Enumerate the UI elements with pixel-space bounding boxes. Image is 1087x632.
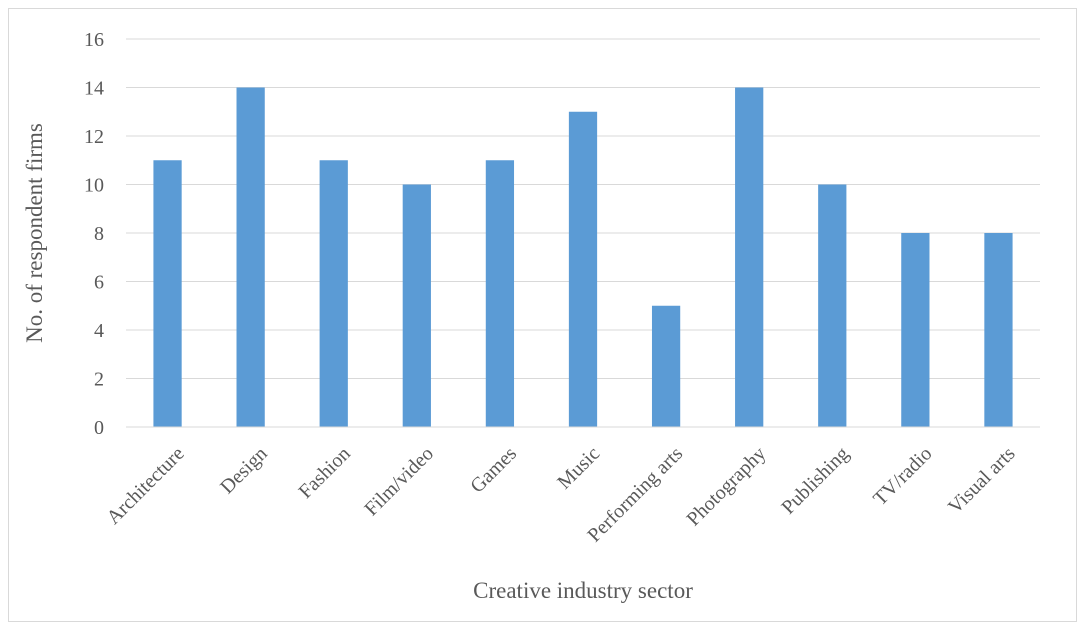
bar-music: [568, 111, 598, 427]
bar-design: [236, 87, 265, 427]
y-tick-label: 2: [94, 369, 104, 391]
bar-architecture: [153, 160, 182, 427]
chart-frame: [8, 8, 1077, 622]
bar-film-video: [402, 184, 431, 427]
x-axis-title: Creative industry sector: [473, 578, 693, 603]
y-tick-label: 4: [94, 320, 104, 342]
x-tick-label: Publishing: [777, 443, 853, 519]
x-tick-label: Music: [553, 443, 604, 494]
y-axis-title: No. of respondent firms: [22, 123, 47, 343]
y-tick-label: 16: [84, 29, 104, 51]
bar-fashion: [319, 160, 348, 427]
bar-performing-arts: [651, 305, 681, 427]
x-tick-label: Visual arts: [944, 442, 1020, 518]
y-tick-label: 8: [94, 223, 104, 245]
x-tick-label: Architecture: [102, 443, 188, 529]
x-tick-label: Games: [466, 442, 521, 497]
x-tick-label: TV/radio: [869, 443, 936, 510]
bars: [153, 87, 1013, 427]
x-axis-ticks: Architecture Design Fashion Film/video Games…: [102, 442, 1019, 546]
bar-games: [485, 160, 515, 427]
x-tick-label: Film/video: [360, 443, 438, 521]
bar-photography: [735, 87, 764, 427]
y-tick-label: 0: [94, 417, 104, 439]
x-tick-label: Design: [216, 443, 272, 499]
y-axis-ticks: 0 2 4 6 8 10 12 14 16: [84, 29, 104, 439]
y-tick-label: 12: [84, 126, 104, 148]
y-tick-label: 10: [84, 175, 104, 197]
x-tick-label: Fashion: [295, 443, 355, 503]
y-tick-label: 14: [84, 78, 104, 100]
y-tick-label: 6: [94, 272, 104, 294]
bar-visual-arts: [984, 233, 1013, 427]
bar-tv-radio: [901, 233, 930, 427]
bar-publishing: [818, 184, 847, 427]
x-tick-label: Photography: [682, 443, 770, 531]
